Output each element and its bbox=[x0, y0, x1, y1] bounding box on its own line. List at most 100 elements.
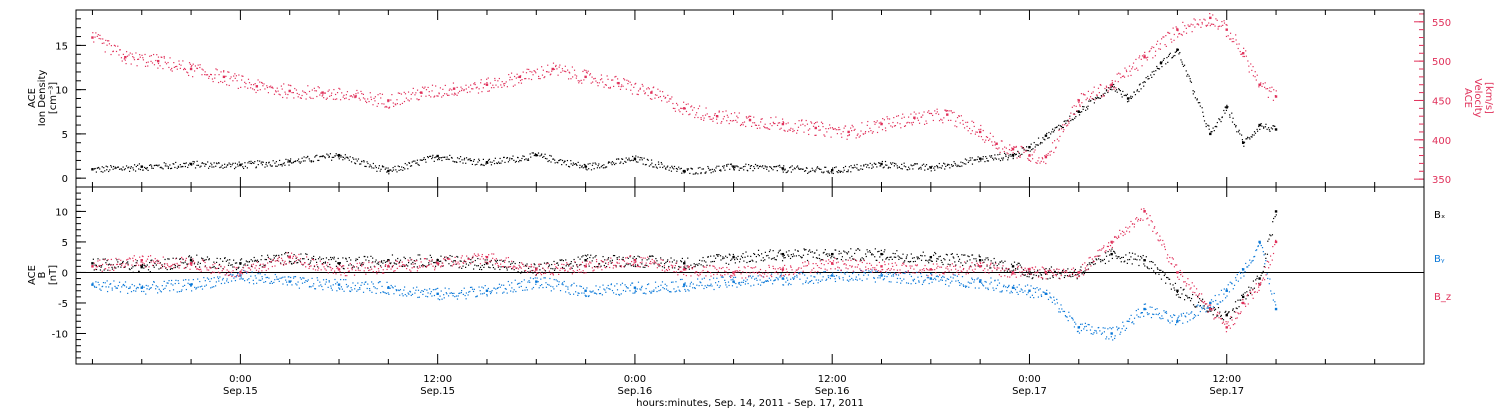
trace-dot bbox=[797, 126, 800, 128]
trace-dot bbox=[647, 94, 649, 97]
trace-dot bbox=[1266, 88, 1269, 90]
trace-dot bbox=[497, 287, 499, 289]
trace-dot bbox=[1178, 33, 1180, 35]
trace-dot bbox=[403, 289, 405, 291]
trace-dot bbox=[450, 156, 453, 159]
trace-dot bbox=[416, 89, 419, 91]
trace-dot bbox=[583, 79, 585, 81]
trace-dot bbox=[1168, 278, 1171, 280]
trace-dot bbox=[1087, 108, 1089, 110]
trace-dot bbox=[905, 166, 907, 168]
data-point bbox=[1011, 148, 1015, 151]
trace-dot bbox=[220, 71, 222, 73]
trace-dot bbox=[848, 280, 850, 282]
trace-dot bbox=[187, 72, 189, 74]
trace-dot bbox=[243, 269, 245, 272]
trace-dot bbox=[935, 279, 937, 281]
trace-dot bbox=[1211, 23, 1213, 25]
trace-dot bbox=[611, 289, 614, 292]
trace-dot bbox=[631, 159, 633, 161]
trace-dot bbox=[592, 81, 594, 83]
trace-dot bbox=[698, 259, 701, 261]
trace-dot bbox=[1024, 274, 1026, 276]
trace-dot bbox=[141, 287, 144, 289]
trace-dot bbox=[339, 262, 341, 264]
trace-dot bbox=[808, 250, 810, 252]
trace-dot bbox=[218, 263, 221, 266]
trace-dot bbox=[361, 282, 363, 284]
trace-dot bbox=[726, 114, 728, 116]
trace-dot bbox=[196, 254, 198, 256]
trace-dot bbox=[213, 277, 215, 279]
trace-dot bbox=[335, 153, 337, 155]
trace-dot bbox=[615, 162, 617, 165]
trace-dot bbox=[578, 292, 580, 295]
trace-dot bbox=[915, 113, 917, 115]
trace-dot bbox=[1023, 149, 1025, 151]
trace-dot bbox=[317, 266, 319, 268]
trace-dot bbox=[137, 58, 139, 61]
trace-dot bbox=[1095, 330, 1097, 332]
trace-dot bbox=[1122, 90, 1124, 93]
trace-dot bbox=[765, 166, 767, 168]
trace-dot bbox=[364, 98, 366, 100]
trace-dot bbox=[682, 285, 684, 288]
trace-dot bbox=[577, 292, 579, 294]
trace-dot bbox=[679, 278, 682, 281]
trace-dot bbox=[913, 164, 915, 166]
trace-dot bbox=[1220, 120, 1222, 123]
trace-dot bbox=[620, 86, 622, 88]
trace-dot bbox=[896, 281, 898, 283]
trace-dot bbox=[333, 156, 335, 159]
trace-dot bbox=[1059, 272, 1061, 274]
trace-dot bbox=[190, 257, 192, 259]
trace-dot bbox=[597, 289, 600, 291]
trace-dot bbox=[1056, 302, 1059, 304]
trace-dot bbox=[187, 166, 189, 169]
trace-dot bbox=[625, 290, 627, 292]
trace-dot bbox=[787, 130, 789, 132]
trace-dot bbox=[259, 89, 261, 91]
trace-dot bbox=[290, 276, 292, 279]
trace-dot bbox=[266, 276, 269, 279]
trace-dot bbox=[664, 167, 667, 169]
trace-dot bbox=[227, 259, 229, 261]
trace-dot bbox=[798, 120, 800, 122]
trace-dot bbox=[923, 163, 925, 165]
trace-dot bbox=[296, 284, 298, 286]
trace-dot bbox=[356, 290, 358, 292]
trace-dot bbox=[213, 162, 215, 164]
trace-dot bbox=[107, 40, 109, 42]
trace-dot bbox=[503, 291, 505, 293]
trace-dot bbox=[769, 123, 771, 125]
trace-dot bbox=[1051, 128, 1054, 130]
trace-dot bbox=[1103, 331, 1106, 333]
trace-dot bbox=[911, 122, 913, 124]
bottom-panel-frame bbox=[75, 186, 1425, 365]
trace-dot bbox=[1245, 138, 1247, 140]
trace-dot bbox=[167, 166, 170, 168]
trace-dot bbox=[1063, 120, 1065, 123]
trace-dot bbox=[473, 83, 475, 85]
trace-dot bbox=[706, 113, 708, 115]
trace-dot bbox=[924, 255, 926, 257]
trace-dot bbox=[412, 92, 414, 94]
trace-dot bbox=[367, 98, 369, 100]
trace-dot bbox=[802, 168, 804, 170]
trace-dot bbox=[188, 279, 190, 281]
trace-dot bbox=[1193, 18, 1195, 20]
trace-dot bbox=[1249, 138, 1251, 140]
trace-dot bbox=[1051, 275, 1054, 277]
trace-dot bbox=[434, 288, 436, 291]
trace-dot bbox=[858, 274, 860, 276]
trace-dot bbox=[1258, 83, 1261, 86]
trace-dot bbox=[598, 82, 600, 84]
trace-dot bbox=[764, 123, 766, 125]
trace-dot bbox=[843, 169, 845, 171]
trace-dot bbox=[1168, 278, 1170, 280]
trace-dot bbox=[425, 95, 427, 97]
trace-dot bbox=[388, 173, 390, 175]
trace-dot bbox=[636, 93, 638, 95]
trace-dot bbox=[520, 75, 522, 77]
trace-dot bbox=[159, 166, 161, 169]
